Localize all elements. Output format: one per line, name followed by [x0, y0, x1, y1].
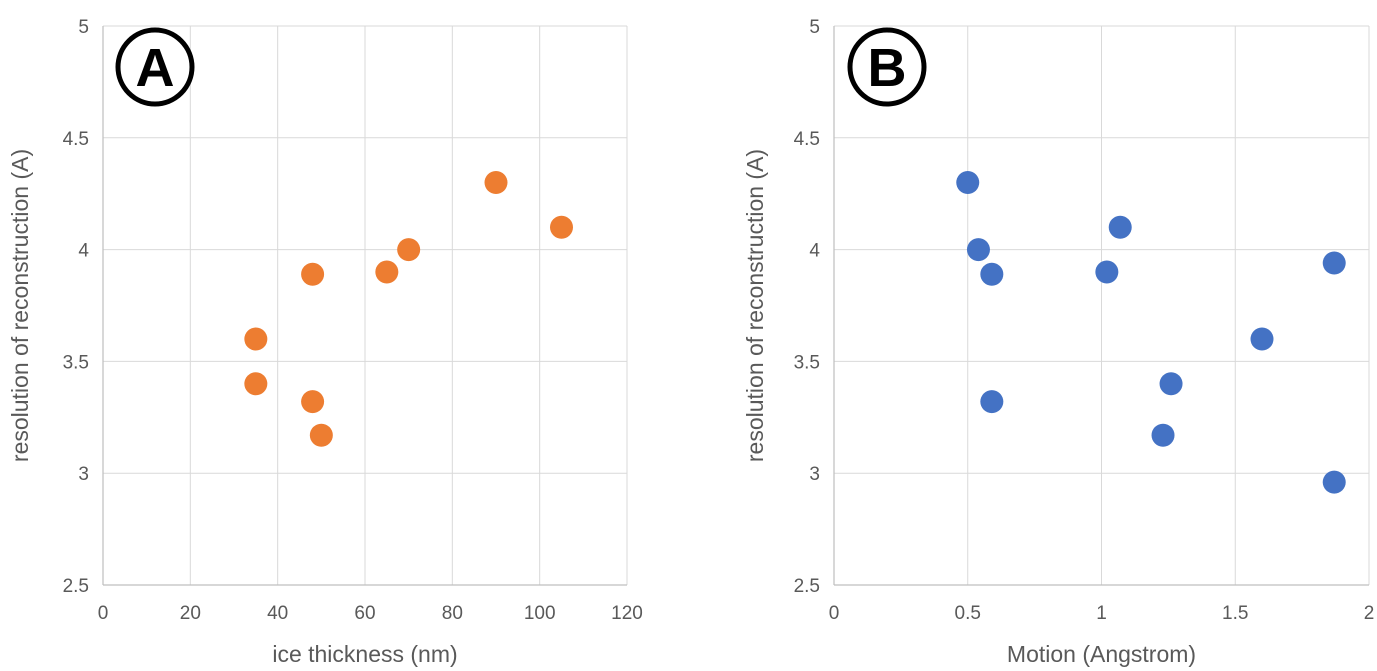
data-point — [1151, 423, 1175, 447]
x-tick-label: 120 — [611, 603, 643, 624]
y-tick-label: 3.5 — [63, 352, 89, 373]
x-axis-title: Motion (Angstrom) — [1007, 641, 1196, 667]
panel-b-chart: 2.5 3 3.5 4 4.5 5 0 0.5 1 1.5 2 Motion (Angstrom) re… — [742, 17, 1374, 667]
y-tick-label: 5 — [809, 17, 820, 38]
x-tick-label: 20 — [180, 603, 201, 624]
data-point — [375, 260, 399, 284]
y-tick-label: 4.5 — [794, 129, 820, 150]
data-point — [309, 423, 333, 447]
x-tick-label: 40 — [267, 603, 288, 624]
x-tick-label: 60 — [354, 603, 375, 624]
y-tick-label: 4 — [809, 241, 820, 262]
data-point — [980, 262, 1004, 286]
data-point — [484, 171, 508, 195]
y-tick-label: 3 — [809, 464, 820, 485]
x-tick-label: 100 — [524, 603, 556, 624]
panel-label: B — [868, 38, 907, 98]
data-point — [550, 215, 573, 239]
data-point — [244, 372, 268, 396]
data-point — [397, 238, 421, 262]
y-tick-label: 3 — [78, 464, 89, 485]
data-point — [980, 390, 1004, 414]
y-tick-label: 2.5 — [63, 576, 89, 597]
data-point — [1322, 470, 1346, 494]
data-point — [301, 262, 325, 286]
x-tick-label: 0 — [829, 603, 840, 624]
x-tick-label: 0.5 — [955, 603, 981, 624]
data-point — [244, 327, 268, 351]
x-tick-label: 80 — [442, 603, 463, 624]
x-tick-label: 2 — [1364, 603, 1375, 624]
data-point — [1159, 372, 1183, 396]
x-tick-label: 1.5 — [1222, 603, 1248, 624]
y-axis-title: resolution of reconstruction (A) — [742, 149, 768, 462]
data-point — [1250, 327, 1274, 351]
y-tick-label: 4.5 — [63, 129, 89, 150]
x-tick-label: 0 — [98, 603, 109, 624]
panel-badge-circle — [115, 27, 195, 107]
data-point — [1095, 260, 1119, 284]
y-tick-label: 3.5 — [794, 352, 820, 373]
y-axis-title: resolution of reconstruction (A) — [7, 149, 33, 462]
data-point — [301, 390, 325, 414]
x-axis-title: ice thickness (nm) — [272, 641, 457, 667]
data-point — [956, 171, 980, 195]
data-point — [1322, 251, 1346, 275]
y-tick-label: 5 — [78, 17, 89, 38]
y-tick-label: 2.5 — [794, 576, 820, 597]
y-tick-label: 4 — [78, 241, 89, 262]
data-point — [1108, 215, 1132, 239]
panel-a-chart: 2.5 3 3.5 4 4.5 5 0 20 40 60 80 100 120 ice thickness… — [7, 17, 643, 667]
data-point — [966, 238, 990, 262]
panel-badge-circle — [847, 27, 927, 107]
x-tick-label: 1 — [1096, 603, 1107, 624]
panel-label: A — [136, 38, 175, 98]
